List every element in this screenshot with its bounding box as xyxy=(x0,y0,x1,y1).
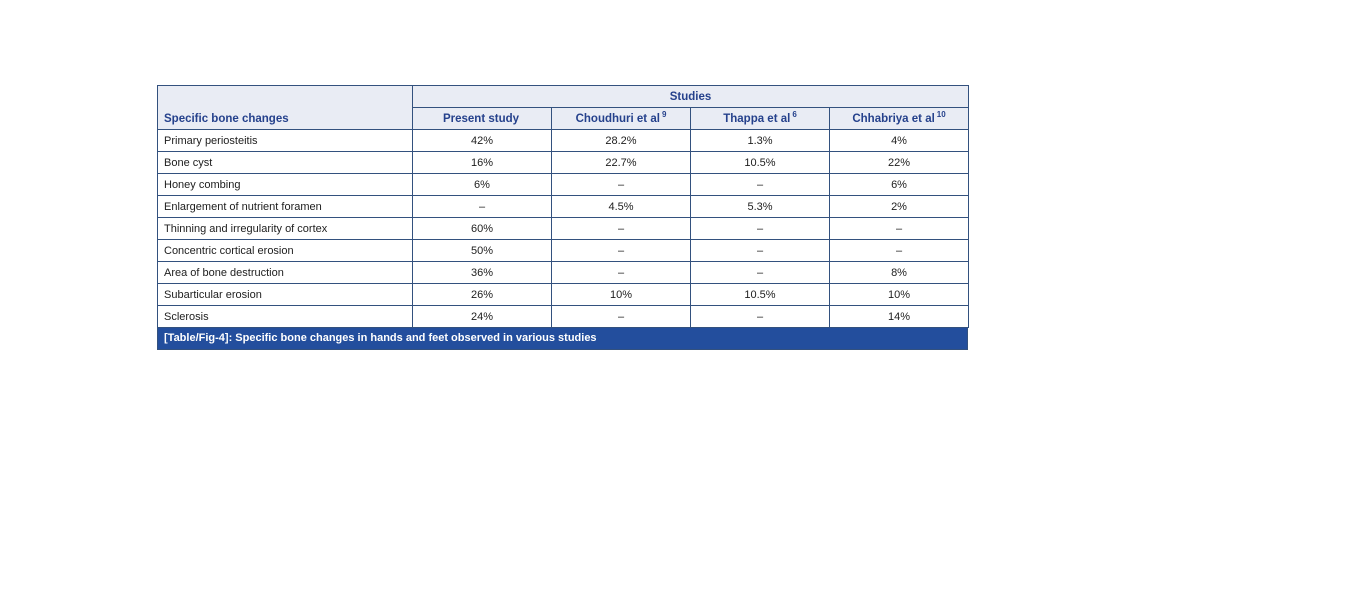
value-cell: – xyxy=(551,217,691,240)
value-cell: 6% xyxy=(828,173,970,196)
column-header-row: Present study Choudhuri et al 9 Thappa et… xyxy=(158,107,970,130)
value-cell: 1.3% xyxy=(690,129,830,152)
value-cell: 16% xyxy=(412,151,552,174)
value-cell: 5.3% xyxy=(690,195,830,218)
row-label-cell: Honey combing xyxy=(157,173,413,196)
value-cell: 4% xyxy=(828,129,970,152)
reference-superscript: 9 xyxy=(661,109,667,119)
value-cell: 22% xyxy=(828,151,970,174)
value-cell: 24% xyxy=(412,305,552,328)
column-header-label: Choudhuri et al xyxy=(575,112,660,125)
reference-superscript: 10 xyxy=(936,109,946,119)
value-cell: 22.7% xyxy=(551,151,691,174)
value-cell: – xyxy=(690,239,830,262)
value-cell: 50% xyxy=(412,239,552,262)
value-cell: 6% xyxy=(412,173,552,196)
bone-changes-table: Specific bone changes Studies Present st… xyxy=(157,85,970,328)
group-header-row: Specific bone changes Studies xyxy=(157,85,970,130)
value-cell: 10.5% xyxy=(690,283,830,306)
table-caption: [Table/Fig-4]: Specific bone changes in … xyxy=(157,328,968,350)
row-label-cell: Sclerosis xyxy=(157,305,413,328)
row-header-cell: Specific bone changes xyxy=(157,85,413,130)
table-row: Primary periosteitis 42% 28.2% 1.3% 4% xyxy=(157,129,970,152)
table-row: Bone cyst 16% 22.7% 10.5% 22% xyxy=(157,151,970,174)
value-cell: – xyxy=(412,195,552,218)
row-label-cell: Thinning and irregularity of cortex xyxy=(157,217,413,240)
row-label-cell: Primary periosteitis xyxy=(157,129,413,152)
value-cell: – xyxy=(828,217,970,240)
column-header-label: Present study xyxy=(442,112,520,125)
column-header-chhabriya: Chhabriya et al 10 xyxy=(828,107,970,130)
value-cell: – xyxy=(690,173,830,196)
table-row: Enlargement of nutrient foramen – 4.5% 5… xyxy=(157,195,970,218)
value-cell: 10.5% xyxy=(690,151,830,174)
value-cell: – xyxy=(551,239,691,262)
table-row: Concentric cortical erosion 50% – – – xyxy=(157,239,970,262)
row-label-cell: Subarticular erosion xyxy=(157,283,413,306)
table-row: Subarticular erosion 26% 10% 10.5% 10% xyxy=(157,283,970,306)
reference-superscript: 6 xyxy=(792,109,797,119)
value-cell: 26% xyxy=(412,283,552,306)
value-cell: 14% xyxy=(828,305,970,328)
table-row: Honey combing 6% – – 6% xyxy=(157,173,970,196)
row-label-cell: Concentric cortical erosion xyxy=(157,239,413,262)
value-cell: – xyxy=(551,173,691,196)
column-header-label: Thappa et al xyxy=(723,112,791,125)
row-label-cell: Area of bone destruction xyxy=(157,261,413,284)
value-cell: – xyxy=(690,305,830,328)
study-comparison-table-figure: Specific bone changes Studies Present st… xyxy=(157,85,970,350)
column-header-choudhuri: Choudhuri et al 9 xyxy=(551,107,691,130)
column-header-thappa: Thappa et al 6 xyxy=(690,107,830,130)
value-cell: 10% xyxy=(828,283,970,306)
value-cell: 36% xyxy=(412,261,552,284)
value-cell: 2% xyxy=(828,195,970,218)
row-label-cell: Bone cyst xyxy=(157,151,413,174)
value-cell: 28.2% xyxy=(551,129,691,152)
value-cell: – xyxy=(828,239,970,262)
value-cell: 10% xyxy=(551,283,691,306)
value-cell: 4.5% xyxy=(551,195,691,218)
value-cell: – xyxy=(551,261,691,284)
value-cell: 42% xyxy=(412,129,552,152)
column-header-label: Chhabriya et al xyxy=(852,112,935,125)
value-cell: – xyxy=(551,305,691,328)
column-header-present-study: Present study xyxy=(412,107,552,130)
table-row: Thinning and irregularity of cortex 60% … xyxy=(157,217,970,240)
value-cell: 60% xyxy=(412,217,552,240)
value-cell: – xyxy=(690,261,830,284)
table-row: Sclerosis 24% – – 14% xyxy=(157,305,970,328)
group-header-cell: Studies xyxy=(411,85,970,108)
value-cell: 8% xyxy=(828,261,970,284)
value-cell: – xyxy=(690,217,830,240)
table-row: Area of bone destruction 36% – – 8% xyxy=(157,261,970,284)
row-label-cell: Enlargement of nutrient foramen xyxy=(157,195,413,218)
